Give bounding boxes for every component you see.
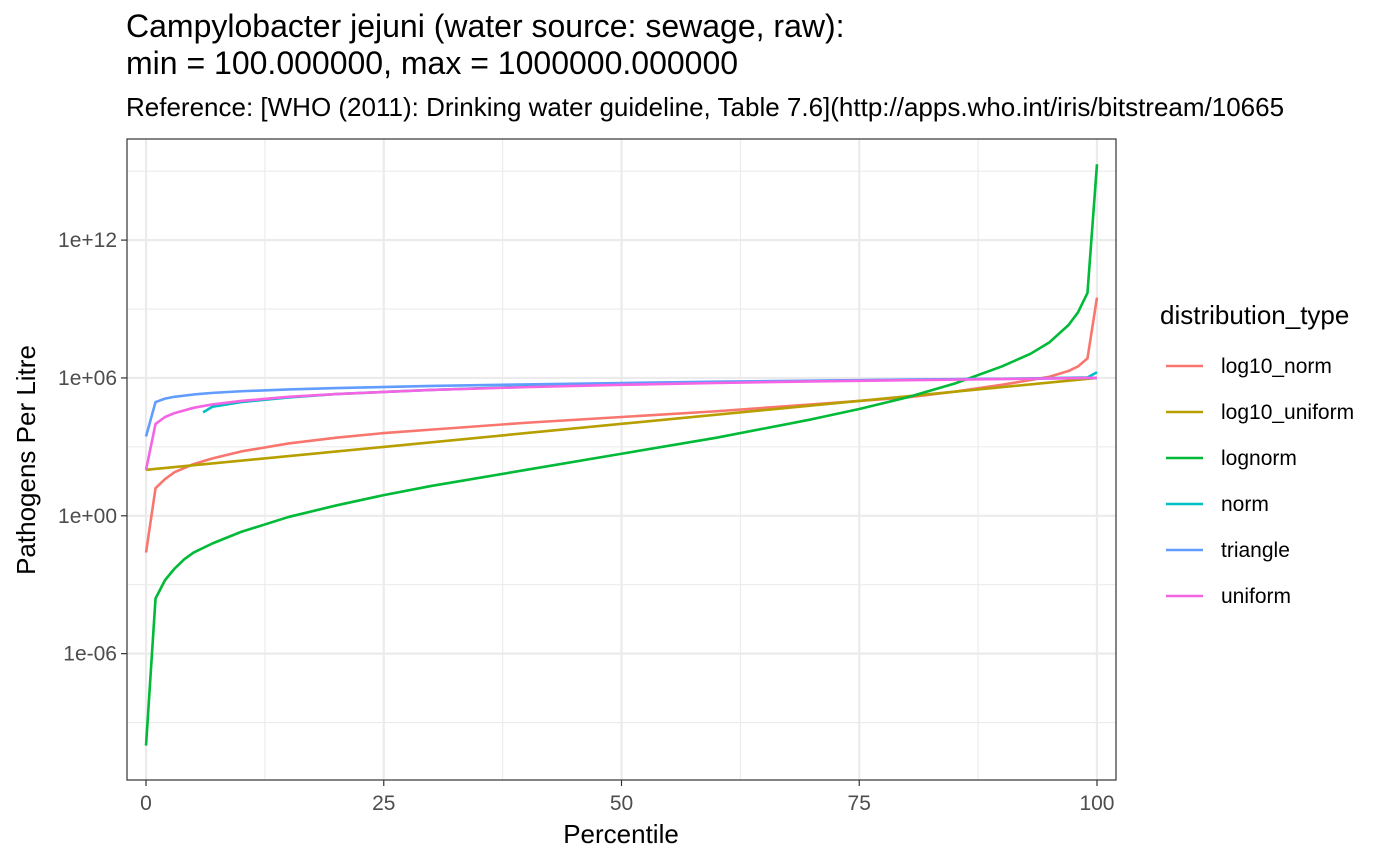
legend-label-uniform: uniform [1221,585,1291,608]
series-lines [144,164,1099,746]
legend-label-lognorm: lognorm [1221,447,1297,470]
chart-title: Campylobacter jejuni (water source: sewa… [126,8,845,81]
x-tick-label: 100 [1079,792,1114,815]
series-line-lognorm [144,164,1099,746]
y-tick-label: 1e+00 [58,505,117,528]
legend-label-norm: norm [1221,493,1269,516]
y-tick-label: 1e-06 [63,643,117,666]
y-axis-title: Pathogens Per Litre [11,345,41,575]
y-axis-ticks: 1e-06 1e+00 1e+06 1e+12 [58,229,127,666]
x-tick-label: 75 [848,792,871,815]
x-tick-label: 50 [610,792,633,815]
chart-subtitle: Reference: [WHO (2011): Drinking water g… [126,92,1285,122]
x-axis-ticks: 0 25 50 75 100 [140,780,1115,815]
x-tick-label: 0 [140,792,152,815]
series-line-log10_uniform [145,376,1098,472]
y-tick-label: 1e+06 [58,367,117,390]
x-tick-label: 25 [372,792,395,815]
x-axis-title: Percentile [563,819,679,849]
y-tick-label: 1e+12 [58,229,117,252]
legend-title: distribution_type [1160,300,1349,330]
series-line-uniform [144,376,1097,471]
legend-label-triangle: triangle [1221,539,1290,562]
legend-label-log10_uniform: log10_uniform [1221,401,1354,424]
major-gridlines [127,139,1116,780]
legend-label-log10_norm: log10_norm [1221,355,1332,378]
